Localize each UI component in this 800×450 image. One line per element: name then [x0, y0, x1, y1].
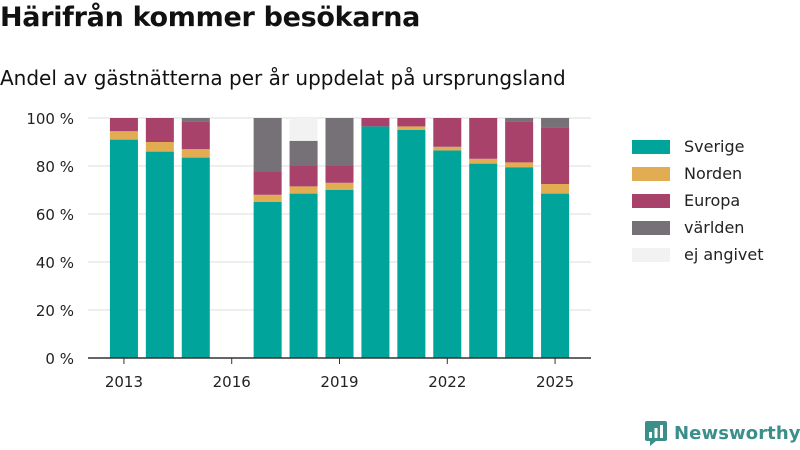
bar-segment-2019-1 [325, 182, 354, 190]
bar-segment-2022-2 [433, 118, 462, 147]
legend-label: Norden [684, 164, 743, 183]
legend-item: ej angivet [632, 241, 764, 268]
bar-segment-2025-0 [541, 193, 570, 358]
bar-segment-2025-1 [541, 184, 570, 194]
bar-segment-2013-2 [109, 118, 138, 132]
bar-segment-2014-1 [145, 142, 174, 152]
x-tick-label: 2025 [536, 373, 574, 391]
legend-swatch [632, 193, 670, 208]
legend-label: ej angivet [684, 245, 764, 264]
bar-segment-2018-4 [289, 118, 318, 141]
legend-item: Norden [632, 160, 764, 187]
legend-swatch [632, 220, 670, 235]
bar-segment-2019-3 [325, 118, 354, 166]
bars [109, 118, 570, 359]
brand-name: Newsworthy [674, 423, 800, 444]
x-tick-label: 2019 [320, 373, 358, 391]
y-tick-label: 100 % [26, 110, 74, 128]
legend-label: världen [684, 218, 745, 237]
bar-segment-2014-2 [145, 118, 174, 142]
bar-segment-2025-3 [541, 118, 570, 128]
legend-item: världen [632, 214, 764, 241]
bar-segment-2023-2 [469, 118, 498, 159]
legend: Sverige Norden Europa världen ej angivet [632, 133, 764, 268]
bar-segment-2025-2 [541, 127, 570, 184]
bar-segment-2014-0 [145, 151, 174, 358]
bar-segment-2024-3 [505, 118, 534, 122]
chart-title: Härifrån kommer besökarna [0, 2, 421, 33]
bar-segment-2019-0 [325, 190, 354, 358]
bar-segment-2015-1 [181, 149, 210, 158]
bar-segment-2018-3 [289, 140, 318, 166]
bar-segment-2015-0 [181, 157, 210, 358]
bar-segment-2013-0 [109, 139, 138, 358]
brand-logo: Newsworthy [644, 420, 800, 447]
bar-segment-2018-1 [289, 186, 318, 194]
bar-segment-2023-0 [469, 163, 498, 358]
bar-segment-2024-1 [505, 162, 534, 168]
legend-swatch [632, 139, 670, 154]
bar-segment-2024-0 [505, 167, 534, 358]
bar-segment-2022-1 [433, 146, 462, 151]
bar-segment-2017-1 [253, 194, 282, 202]
x-tick-label: 2013 [105, 373, 143, 391]
bar-segment-2022-0 [433, 150, 462, 358]
x-tick-label: 2016 [213, 373, 251, 391]
y-tick-label: 20 % [36, 302, 74, 320]
x-tick-label: 2022 [428, 373, 466, 391]
chart-subtitle: Andel av gästnätterna per år uppdelat på… [0, 66, 566, 90]
bar-segment-2021-1 [397, 126, 426, 130]
bar-segment-2017-0 [253, 202, 282, 358]
bar-segment-2017-3 [253, 118, 282, 172]
bar-segment-2019-2 [325, 166, 354, 183]
bar-segment-2013-1 [109, 131, 138, 140]
bar-segment-2021-0 [397, 130, 426, 358]
bar-segment-2018-2 [289, 166, 318, 187]
newsworthy-logo-icon [645, 421, 667, 446]
legend-item: Sverige [632, 133, 764, 160]
legend-item: Europa [632, 187, 764, 214]
axes: 0 % 20 % 40 % 60 % 80 % 100 % 2013 2016 2019 2022… [26, 110, 591, 391]
bar-segment-2017-2 [253, 172, 282, 195]
bar-segment-2020-0 [361, 126, 390, 359]
y-tick-label: 40 % [36, 254, 74, 272]
bar-segment-2023-1 [469, 158, 498, 164]
y-tick-label: 60 % [36, 206, 74, 224]
bar-segment-2018-0 [289, 193, 318, 358]
legend-swatch [632, 166, 670, 181]
bar-segment-2024-2 [505, 121, 534, 163]
legend-label: Europa [684, 191, 741, 210]
bar-segment-2015-3 [181, 118, 210, 122]
y-tick-label: 0 % [45, 350, 74, 368]
bar-segment-2015-2 [181, 121, 210, 150]
y-tick-label: 80 % [36, 158, 74, 176]
legend-swatch [632, 247, 670, 262]
legend-label: Sverige [684, 137, 745, 156]
bar-segment-2021-2 [397, 118, 426, 127]
bar-segment-2020-2 [361, 118, 390, 127]
